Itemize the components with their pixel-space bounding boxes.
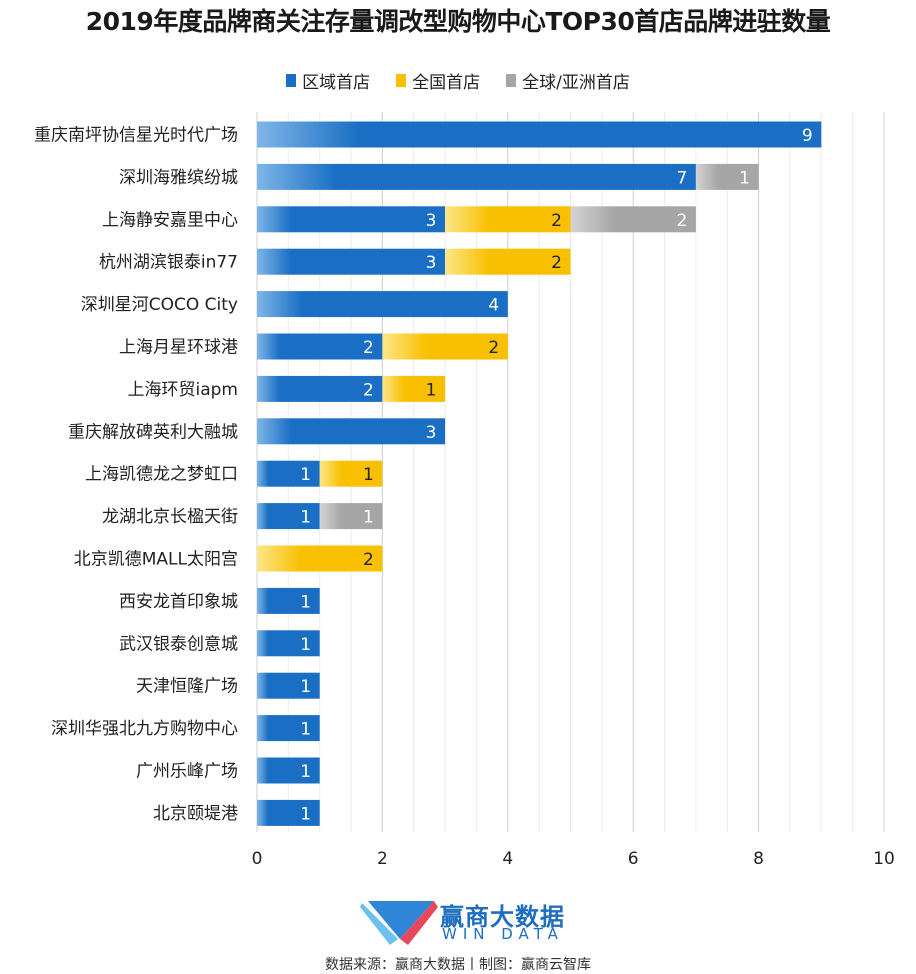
data-label-regional: 1	[300, 508, 311, 528]
category-label: 武汉银泰创意城	[119, 634, 238, 654]
x-tick-label: 10	[873, 849, 895, 869]
bar-national	[445, 206, 571, 233]
data-label-regional: 4	[488, 296, 499, 316]
x-tick-label: 6	[628, 849, 639, 869]
data-label-national: 1	[426, 380, 437, 400]
bar-regional	[257, 163, 696, 190]
x-tick-label: 8	[753, 849, 764, 869]
bar-regional	[257, 672, 320, 699]
category-label: 天津恒隆广场	[136, 677, 238, 697]
x-tick-label: 0	[252, 849, 263, 869]
category-label: 北京颐堤港	[153, 804, 238, 824]
bar-regional	[257, 206, 446, 233]
bar-regional	[257, 291, 508, 318]
data-label-regional: 7	[676, 168, 687, 188]
x-tick-label: 2	[377, 849, 388, 869]
logo-name-cn: 赢商大数据	[440, 903, 565, 931]
bar-regional	[257, 460, 320, 487]
data-label-regional: 1	[300, 635, 311, 655]
legend-label-regional: 区域首店	[302, 73, 371, 93]
category-label: 北京凯德MALL太阳宫	[74, 550, 238, 570]
category-label: 深圳星河COCO City	[81, 295, 238, 315]
legend-item-regional: 区域首店	[286, 68, 370, 93]
bar-regional	[257, 757, 320, 784]
category-label: 龙湖北京长楹天街	[102, 507, 238, 527]
data-label-regional: 2	[363, 338, 374, 358]
data-label-regional: 1	[300, 804, 311, 824]
bar-regional	[257, 715, 320, 742]
bar-global	[319, 503, 383, 530]
bar-regional	[257, 630, 320, 657]
data-label-national: 1	[363, 465, 374, 485]
legend: 区域首店 全国首店 全球/亚洲首店	[0, 68, 916, 93]
bar-national	[445, 248, 571, 275]
category-label: 重庆南坪协信星光时代广场	[34, 126, 238, 146]
bar-regional	[257, 333, 383, 360]
category-label: 上海凯德龙之梦虹口	[85, 465, 238, 485]
win-data-logo-icon	[360, 901, 438, 945]
category-label: 深圳华强北九方购物中心	[51, 719, 238, 739]
category-label: 杭州湖滨银泰in77	[99, 253, 238, 273]
data-label-regional: 1	[300, 465, 311, 485]
legend-item-global: 全球/亚洲首店	[506, 68, 630, 93]
category-label: 深圳海雅缤纷城	[119, 168, 238, 188]
data-label-regional: 1	[300, 762, 311, 782]
data-label-national: 2	[551, 211, 562, 231]
bar-national	[382, 333, 508, 360]
data-label-regional: 9	[802, 126, 813, 146]
data-label-regional: 1	[300, 677, 311, 697]
bar-regional	[257, 248, 446, 275]
legend-swatch-regional	[286, 74, 297, 87]
bar-regional	[257, 375, 383, 402]
category-label: 上海静安嘉里中心	[102, 210, 238, 230]
legend-item-national: 全国首店	[396, 68, 480, 93]
data-label-global: 2	[676, 211, 687, 231]
bar-regional	[257, 121, 822, 148]
bar-national	[319, 460, 383, 487]
data-label-regional: 3	[426, 423, 437, 443]
win-data-logo: 赢商大数据 WIN DATA	[360, 895, 580, 947]
category-label: 西安龙首印象城	[119, 592, 238, 612]
data-label-national: 2	[551, 253, 562, 273]
x-tick-label: 4	[502, 849, 513, 869]
legend-label-national: 全国首店	[412, 73, 481, 93]
data-label-global: 1	[739, 168, 750, 188]
category-label: 重庆解放碑英利大融城	[68, 422, 238, 442]
bar-national	[382, 375, 446, 402]
logo-name-en: WIN DATA	[442, 925, 564, 943]
legend-label-global: 全球/亚洲首店	[522, 73, 630, 93]
plot-area: 9 7 1 3 2 2 3 2 4 2 2 2 1 3 1 1 1 1 2 1 1 1 1 1 1 0 2 4 6 8 10 重庆南坪协信星…	[34, 112, 895, 870]
bar-global	[570, 206, 696, 233]
data-label-global: 1	[363, 508, 374, 528]
legend-swatch-national	[396, 74, 407, 87]
category-label: 上海环贸iapm	[128, 380, 239, 400]
data-label-regional: 3	[426, 211, 437, 231]
axis-layer: 0 2 4 6 8 10 重庆南坪协信星光时代广场深圳海雅缤纷城上海静安嘉里中心杭州湖滨银泰…	[34, 126, 895, 870]
bar-regional	[257, 587, 320, 614]
legend-swatch-global	[506, 74, 517, 87]
data-label-national: 2	[488, 338, 499, 358]
label-layer: 9 7 1 3 2 2 3 2 4 2 2 2 1 3 1 1 1 1 2 1 1 1 1 1 1	[300, 126, 812, 824]
data-label-national: 2	[363, 550, 374, 570]
bar-layer	[257, 121, 822, 826]
bar-global	[695, 163, 759, 190]
data-label-regional: 1	[300, 720, 311, 740]
data-label-regional: 3	[426, 253, 437, 273]
chart-title: 2019年度品牌商关注存量调改型购物中心TOP30首店品牌进驻数量	[85, 7, 831, 36]
source-footer: 数据来源：赢商大数据丨制图：赢商云智库	[325, 957, 591, 973]
data-label-regional: 1	[300, 592, 311, 612]
bar-regional	[257, 503, 320, 530]
bar-national	[257, 545, 383, 572]
category-label: 上海月星环球港	[119, 338, 238, 358]
data-label-regional: 2	[363, 380, 374, 400]
bar-regional	[257, 799, 320, 826]
bar-regional	[257, 418, 446, 445]
category-label: 广州乐峰广场	[136, 762, 238, 782]
